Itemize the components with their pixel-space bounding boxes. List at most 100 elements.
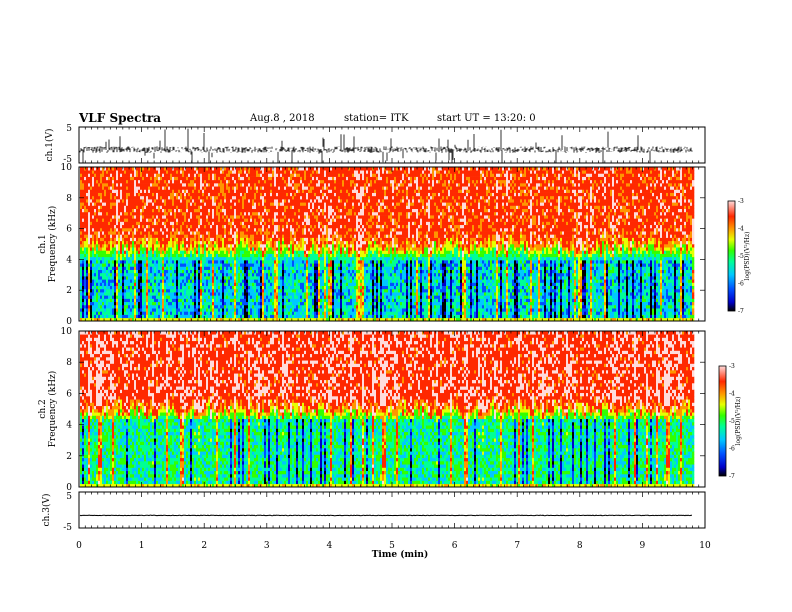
- spectrogram-cell: [152, 308, 155, 312]
- spectrogram-cell: [256, 176, 259, 181]
- spectrogram-cell: [96, 189, 99, 193]
- spectrogram-cell: [136, 231, 139, 235]
- spectrogram-cell: [160, 211, 163, 216]
- spectrogram-cell: [260, 221, 263, 226]
- spectrogram-cell: [88, 240, 91, 245]
- spectrogram-cell: [258, 189, 261, 193]
- spectrogram-cell: [112, 276, 115, 280]
- spectrogram-cell: [194, 173, 197, 177]
- spectrogram-cell: [160, 317, 163, 322]
- spectrogram-cell: [100, 173, 103, 177]
- spectrogram-cell: [80, 285, 83, 290]
- spectrogram-cell: [250, 308, 253, 312]
- spectrogram-cell: [108, 288, 111, 293]
- spectrogram-cell: [182, 227, 185, 232]
- spectrogram-cell: [210, 317, 213, 322]
- spectrogram-cell: [252, 308, 255, 312]
- spectrogram-cell: [80, 186, 83, 190]
- spectrogram-cell: [128, 189, 131, 193]
- spectrogram-cell: [90, 279, 93, 283]
- spectrogram-cell: [210, 250, 213, 254]
- spectrogram-cell: [208, 183, 211, 187]
- spectrogram-cell: [114, 173, 117, 177]
- spectrogram-cell: [128, 244, 131, 248]
- spectrogram-cell: [234, 266, 237, 270]
- spectrogram-cell: [244, 237, 247, 242]
- spectrogram-cell: [88, 195, 91, 200]
- chart-title: VLF Spectra: [79, 111, 161, 125]
- spectrogram-cell: [110, 285, 113, 290]
- spectrogram-cell: [182, 288, 185, 293]
- spectrogram-cell: [152, 211, 155, 216]
- spectrogram-cell: [208, 292, 211, 296]
- spectrogram-cell: [140, 247, 143, 251]
- spectrogram-cell: [162, 221, 165, 226]
- spectrogram-cell: [214, 272, 217, 277]
- spectrogram-cell: [132, 298, 135, 303]
- spectrogram-cell: [126, 234, 129, 238]
- spectrogram-cell: [114, 276, 117, 280]
- spectrogram-cell: [100, 250, 103, 254]
- spectrogram-cell: [180, 308, 183, 312]
- spectrogram-cell: [186, 285, 189, 290]
- spectrogram-cell: [100, 314, 103, 319]
- spectrogram-cell: [226, 304, 229, 309]
- spectrogram-cell: [210, 231, 213, 235]
- spectrogram-cell: [272, 186, 275, 190]
- spectrogram-cell: [128, 282, 131, 287]
- spectrogram-cell: [110, 195, 113, 200]
- spectrogram-cell: [170, 250, 173, 254]
- spectrogram-cell: [272, 202, 275, 206]
- spectrogram-cell: [284, 215, 287, 219]
- spectrogram-cell: [122, 221, 125, 226]
- spectrogram-cell: [272, 215, 275, 219]
- spectrogram-cell: [104, 244, 107, 248]
- spectrogram-cell: [100, 304, 103, 309]
- spectrogram-cell: [92, 256, 95, 261]
- spectrogram-cell: [98, 208, 101, 213]
- spectrogram-cell: [230, 269, 233, 274]
- spectrogram-cell: [240, 173, 243, 177]
- spectrogram-cell: [98, 292, 101, 296]
- spectrogram-cell: [84, 199, 87, 203]
- spectrogram-cell: [280, 279, 283, 283]
- spectrogram-cell: [166, 266, 169, 270]
- spectrogram-cell: [134, 240, 137, 245]
- spectrogram-cell: [284, 202, 287, 206]
- spectrogram-cell: [274, 295, 277, 299]
- spectrogram-cell: [166, 298, 169, 303]
- spectrogram-cell: [278, 224, 281, 229]
- spectrogram-cell: [198, 237, 201, 242]
- spectrogram-cell: [178, 247, 181, 251]
- spectrogram-cell: [142, 202, 145, 206]
- spectrogram-cell: [144, 211, 147, 216]
- spectrogram-cell: [108, 231, 111, 235]
- spectrogram-cell: [282, 205, 285, 210]
- spectrogram-cell: [96, 234, 99, 238]
- spectrogram-cell: [264, 301, 267, 306]
- spectrogram-cell: [160, 218, 163, 222]
- spectrogram-cell: [190, 269, 193, 274]
- spectrogram-cell: [114, 250, 117, 254]
- spectrogram-cell: [198, 192, 201, 197]
- spectrogram-cell: [180, 263, 183, 267]
- spectrogram-cell: [100, 205, 103, 210]
- spectrogram-cell: [164, 288, 167, 293]
- spectrogram-cell: [142, 308, 145, 312]
- spectrogram-cell: [156, 276, 159, 280]
- spectrogram-cell: [260, 266, 263, 270]
- spectrogram-cell: [236, 167, 239, 171]
- spectrogram-cell: [216, 237, 219, 242]
- spectrogram-cell: [114, 176, 117, 181]
- spectrogram-cell: [132, 272, 135, 277]
- spectrogram-cell: [260, 269, 263, 274]
- spectrogram-cell: [82, 304, 85, 309]
- spectrogram-cell: [168, 285, 171, 290]
- spectrogram-cell: [188, 308, 191, 312]
- spectrogram-cell: [84, 298, 87, 303]
- spectrogram-cell: [212, 301, 215, 306]
- spectrogram-cell: [260, 234, 263, 238]
- spectrogram-cell: [252, 179, 255, 184]
- spectrogram-cell: [244, 288, 247, 293]
- spectrogram-cell: [170, 317, 173, 322]
